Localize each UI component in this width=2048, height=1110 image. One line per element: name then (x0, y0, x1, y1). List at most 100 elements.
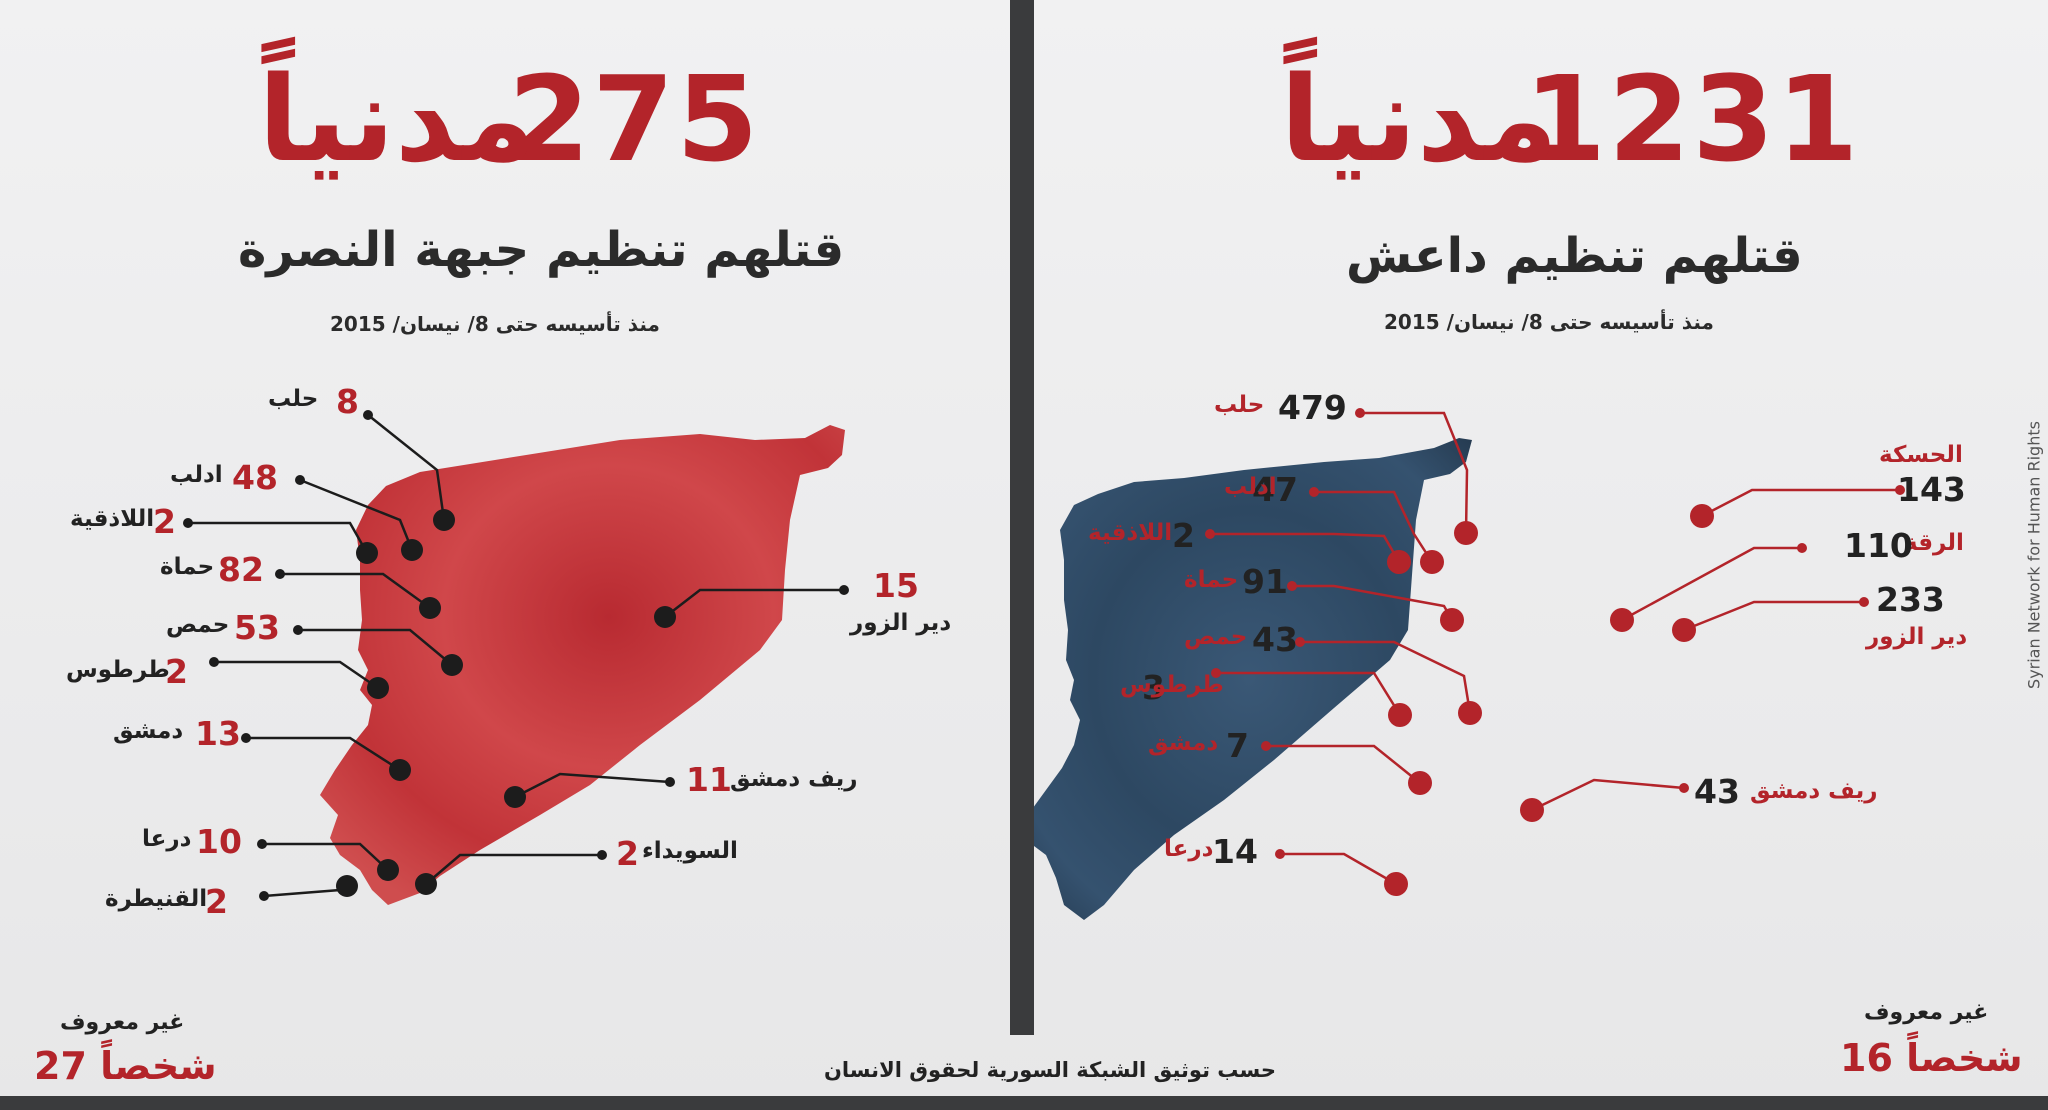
isis-leader-rif-dimashq-or-deir (1683, 600, 1864, 632)
isis-label-dot-damascus (1261, 741, 1271, 751)
nusra-panel: 275 مدنياً قتلهم تنظيم جبهة النصرة منذ ت… (0, 0, 1010, 1096)
nusra-label-idlib: ادلب (170, 462, 223, 488)
isis-label-dot-tartus (1211, 668, 1221, 678)
isis-label-dot-homs (1295, 637, 1305, 647)
nusra-count-hama: 82 (218, 550, 264, 589)
isis-leader-deir-ez-zor-or-raqqa (1621, 546, 1802, 622)
nusra-label-damascus: دمشق (113, 718, 184, 744)
nusra-label-dot-tartus (209, 657, 219, 667)
nusra-label-dot-damascus (241, 733, 251, 743)
isis-label-dot-rif-dimashq-or-deir (1859, 597, 1869, 607)
nusra-leader-sweida-or-rif (425, 853, 602, 885)
isis-map-graphic (1034, 408, 1905, 920)
nusra-count-idlib: 48 (232, 458, 278, 497)
isis-leader-sweida-or-rif (1531, 778, 1685, 812)
isis-leader-idlib (1314, 490, 1434, 563)
isis-count-homs: 43 (1252, 620, 1298, 659)
nusra-map-graphic (183, 410, 849, 905)
nusra-label-dot-sweida-or-rif (597, 850, 607, 860)
nusra-count-quneitra: 2 (205, 882, 228, 921)
isis-count-idlib: 47 (1252, 470, 1298, 509)
isis-location-dot-idlib (1420, 550, 1444, 574)
isis-label-dot-idlib (1309, 487, 1319, 497)
isis-location-dot-quneitra-or-hasakah (1690, 504, 1714, 528)
nusra-count-aleppo: 8 (336, 382, 359, 421)
nusra-label-sweida: السويداء (642, 838, 738, 864)
nusra-leader-homs (298, 628, 453, 666)
nusra-leader-latakia (188, 521, 369, 554)
isis-label-dot-hama (1287, 581, 1297, 591)
isis-label-daraa: درعا (1164, 836, 1214, 862)
isis-headline-number: 1231 (1524, 50, 1861, 188)
nusra-leader-deir-ez-zor-or-raqqa (664, 588, 844, 618)
vertical-credit: Syrian Network for Human Rights (2024, 421, 2044, 689)
isis-label-dot-deir-ez-zor-or-raqqa (1797, 543, 1807, 553)
isis-label-tartus: طرطوس (1120, 672, 1224, 698)
isis-since-date: منذ تأسيسه حتى 8/ نيسان/ 2015 (1384, 310, 1714, 334)
isis-leader-aleppo (1360, 411, 1469, 534)
nusra-location-dot-tartus (367, 677, 389, 699)
isis-label-dot-aleppo (1355, 408, 1365, 418)
nusra-label-aleppo: حلب (268, 386, 319, 412)
isis-leader-homs (1300, 640, 1472, 714)
isis-location-dot-latakia (1387, 550, 1411, 574)
nusra-leader-daraa (262, 842, 389, 871)
isis-count-deir-ez-zor: 233 (1876, 580, 1945, 619)
nusra-leader-damascus (246, 736, 401, 772)
isis-location-dot-aleppo (1454, 521, 1478, 545)
isis-label-dot-quneitra-or-hasakah (1895, 485, 1905, 495)
nusra-count-rif-dimashq: 11 (686, 760, 732, 799)
nusra-count-tartus: 2 (165, 652, 188, 691)
nusra-location-dot-daraa (377, 859, 399, 881)
isis-leader-latakia (1210, 532, 1401, 563)
nusra-label-dot-deir-ez-zor-or-raqqa (839, 585, 849, 595)
isis-label-dot-sweida-or-rif (1679, 783, 1689, 793)
isis-location-dot-daraa (1384, 872, 1408, 896)
isis-label-latakia: اللاذقية (1088, 520, 1173, 546)
nusra-label-dot-homs (293, 625, 303, 635)
nusra-leader-hama (280, 572, 431, 610)
isis-count-daraa: 14 (1212, 832, 1258, 871)
nusra-label-dot-aleppo (363, 410, 373, 420)
syria-map-blue (1034, 438, 1472, 920)
nusra-label-dot-quneitra-or-hasakah (259, 891, 269, 901)
nusra-location-dot-rif-dimashq-or-deir (504, 786, 526, 808)
isis-count-latakia: 2 (1172, 516, 1195, 555)
isis-label-deir-ez-zor: دير الزور (1866, 624, 1968, 650)
nusra-headline-word: مدنياً (258, 50, 537, 188)
footer-credit: حسب توثيق الشبكة السورية لحقوق الانسان (824, 1058, 1277, 1082)
isis-count-raqqa: 110 (1844, 526, 1913, 565)
panel-divider (1010, 0, 1034, 1035)
nusra-leader-aleppo (367, 414, 446, 521)
nusra-label-rif-dimashq: ريف دمشق (730, 766, 858, 792)
isis-count-hama: 91 (1242, 562, 1288, 601)
isis-location-dot-homs (1458, 701, 1482, 725)
isis-leader-quneitra-or-hasakah (1701, 488, 1900, 518)
isis-leader-daraa (1280, 852, 1397, 886)
nusra-count-damascus: 13 (195, 714, 241, 753)
nusra-location-dot-homs (441, 654, 463, 676)
nusra-leader-tartus (214, 660, 379, 690)
isis-panel: 1231 مدنياً قتلهم تنظيم داعش منذ تأسيسه … (1034, 0, 2048, 1096)
isis-label-dot-latakia (1205, 529, 1215, 539)
nusra-location-dot-sweida-or-rif (415, 873, 437, 895)
nusra-unknown-count: 27 شخصاً (34, 1044, 217, 1088)
nusra-count-sweida: 2 (616, 834, 639, 873)
nusra-leader-quneitra-or-hasakah (263, 884, 348, 898)
nusra-location-dot-hama (419, 597, 441, 619)
bottom-bar (0, 1096, 2048, 1110)
isis-label-damascus: دمشق (1148, 730, 1219, 756)
nusra-label-deir-ez-zor: دير الزور (850, 610, 952, 636)
isis-count-rif-dimashq: 43 (1694, 772, 1740, 811)
isis-label-idlib: ادلب (1224, 474, 1277, 500)
nusra-count-homs: 53 (234, 608, 280, 647)
isis-count-damascus: 7 (1226, 726, 1249, 765)
isis-headline-word: مدنياً (1280, 50, 1559, 188)
nusra-count-daraa: 10 (196, 822, 242, 861)
isis-label-hama: حماة (1184, 567, 1239, 593)
nusra-label-tartus: طرطوس (66, 657, 170, 683)
nusra-label-dot-daraa (257, 839, 267, 849)
nusra-location-dot-latakia (356, 542, 378, 564)
isis-leader-damascus (1266, 744, 1421, 784)
isis-unknown-label: غير معروف (1864, 1000, 1989, 1025)
